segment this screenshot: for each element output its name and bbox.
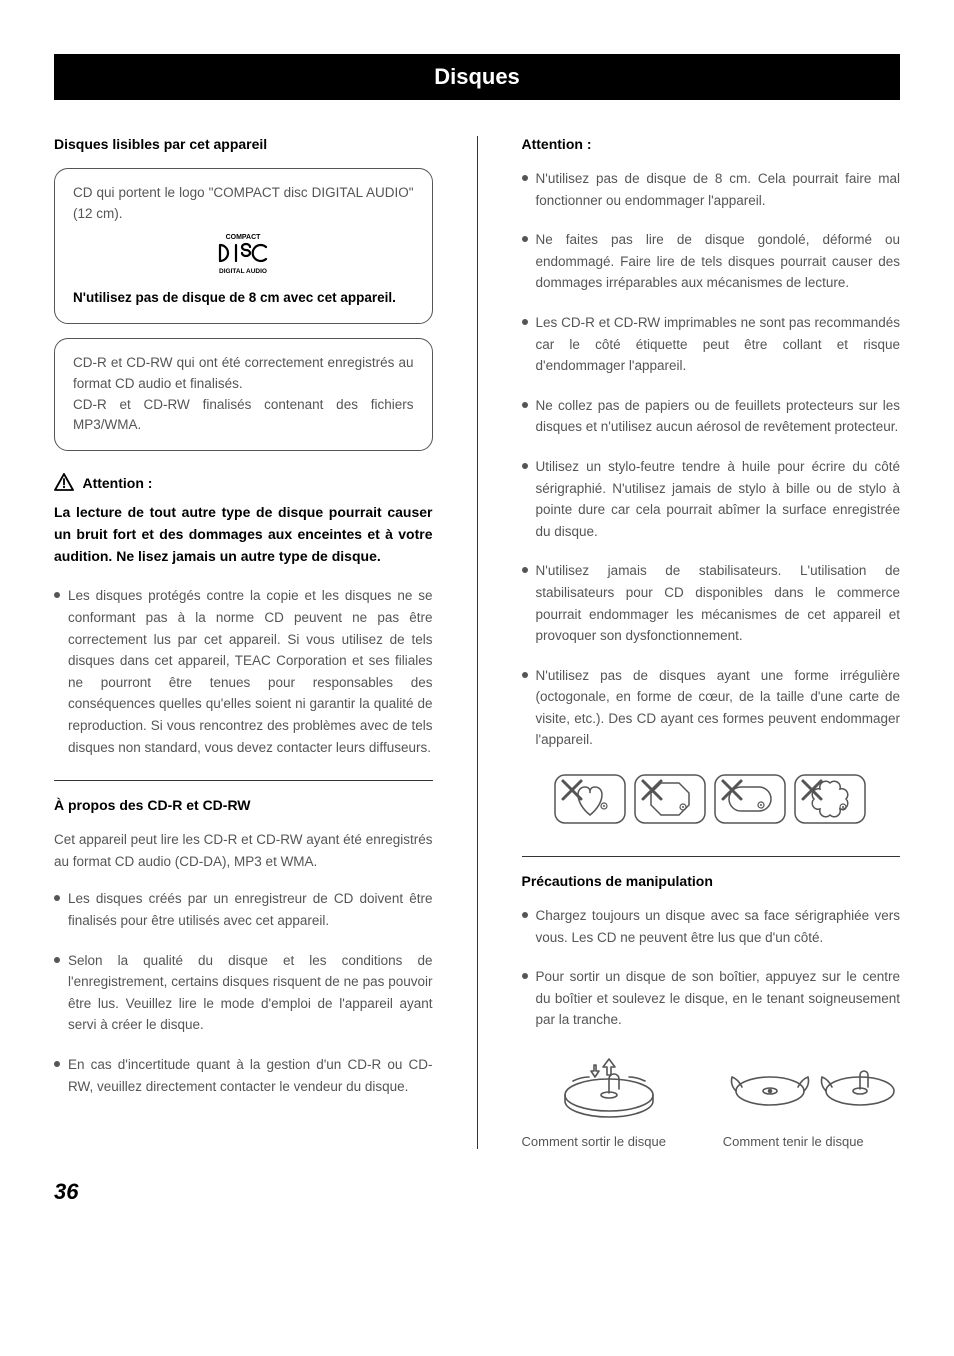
bullet-finalized: Les disques créés par un enregistreur de… — [54, 888, 433, 931]
warning-label: Attention : — [82, 475, 152, 491]
shape-heart-icon — [555, 775, 625, 823]
irregular-shapes-illustration — [522, 769, 901, 834]
page-title-bar: Disques — [54, 54, 900, 100]
box-cdr-cdrw: CD-R et CD-RW qui ont été correctement e… — [54, 338, 433, 452]
svg-text:DIGITAL AUDIO: DIGITAL AUDIO — [219, 268, 267, 275]
box-cdr-text1: CD-R et CD-RW qui ont été correctement e… — [73, 353, 414, 395]
heading-disques-lisibles: Disques lisibles par cet appareil — [54, 136, 433, 152]
page: Disques Disques lisibles par cet apparei… — [0, 0, 954, 1235]
caption-hold-disc: Comment tenir le disque — [717, 1134, 900, 1149]
bullet-stabilizers: N'utilisez jamais de stabilisateurs. L'u… — [522, 560, 901, 646]
heading-about-cdr: À propos des CD-R et CD-RW — [54, 797, 433, 813]
box-cd-audio: CD qui portent le logo "COMPACT disc DIG… — [54, 168, 433, 324]
bullet-label-side: Chargez toujours un disque avec sa face … — [522, 905, 901, 948]
bullet-irregular-shapes: N'utilisez pas de disques ayant une form… — [522, 665, 901, 751]
illustration-captions: Comment sortir le disque Comment tenir l… — [522, 1134, 901, 1149]
bullet-remove-disc: Pour sortir un disque de son boîtier, ap… — [522, 966, 901, 1031]
bullet-quality: Selon la qualité du disque et les condit… — [54, 950, 433, 1036]
box-cd-audio-warning: N'utilisez pas de disque de 8 cm avec ce… — [73, 288, 414, 309]
warning-triangle-icon — [54, 473, 74, 496]
bullet-felt-pen: Utilisez un stylo-feutre tendre à huile … — [522, 456, 901, 542]
warning-text: La lecture de tout autre type de disque … — [54, 502, 433, 567]
bullet-printable: Les CD-R et CD-RW imprimables ne sont pa… — [522, 312, 901, 377]
remove-disc-icon — [522, 1049, 697, 1126]
bullet-list-copy-protected: Les disques protégés contre la copie et … — [54, 585, 433, 758]
cdr-intro-text: Cet appareil peut lire les CD-R et CD-RW… — [54, 829, 433, 872]
bullet-no-stickers: Ne collez pas de papiers ou de feuillets… — [522, 395, 901, 438]
box-cdr-text2: CD-R et CD-RW finalisés contenant des fi… — [73, 395, 414, 437]
disc-handling-illustrations — [522, 1049, 901, 1126]
bullet-copy-protected: Les disques protégés contre la copie et … — [54, 585, 433, 758]
divider-line — [54, 780, 433, 781]
right-column: Attention : N'utilisez pas de disque de … — [522, 136, 901, 1149]
two-column-layout: Disques lisibles par cet appareil CD qui… — [54, 136, 900, 1149]
page-title: Disques — [434, 64, 520, 89]
heading-attention: Attention : — [522, 136, 901, 152]
warning-header: Attention : — [54, 473, 433, 496]
bullet-contact-vendor: En cas d'incertitude quant à la gestion … — [54, 1054, 433, 1097]
heading-precautions: Précautions de manipulation — [522, 873, 901, 889]
bullet-list-attention: N'utilisez pas de disque de 8 cm. Cela p… — [522, 168, 901, 751]
bullet-8cm: N'utilisez pas de disque de 8 cm. Cela p… — [522, 168, 901, 211]
shape-card-icon — [715, 775, 785, 823]
box-cd-audio-text: CD qui portent le logo "COMPACT disc DIG… — [73, 183, 414, 225]
hold-disc-icon — [720, 1049, 900, 1126]
bullet-list-cdr: Les disques créés par un enregistreur de… — [54, 888, 433, 1097]
shape-octagon-icon — [635, 775, 705, 823]
warning-block: Attention : La lecture de tout autre typ… — [54, 473, 433, 567]
compact-disc-logo-icon: COMPACT — [73, 231, 414, 282]
divider-line-right — [522, 856, 901, 857]
caption-remove-disc: Comment sortir le disque — [522, 1134, 699, 1149]
bullet-warped: Ne faites pas lire de disque gondolé, dé… — [522, 229, 901, 294]
left-column: Disques lisibles par cet appareil CD qui… — [54, 136, 433, 1149]
page-number: 36 — [54, 1179, 900, 1205]
bullet-list-precautions: Chargez toujours un disque avec sa face … — [522, 905, 901, 1031]
column-divider — [477, 136, 478, 1149]
svg-text:COMPACT: COMPACT — [226, 234, 262, 241]
shape-flower-icon — [795, 775, 865, 823]
